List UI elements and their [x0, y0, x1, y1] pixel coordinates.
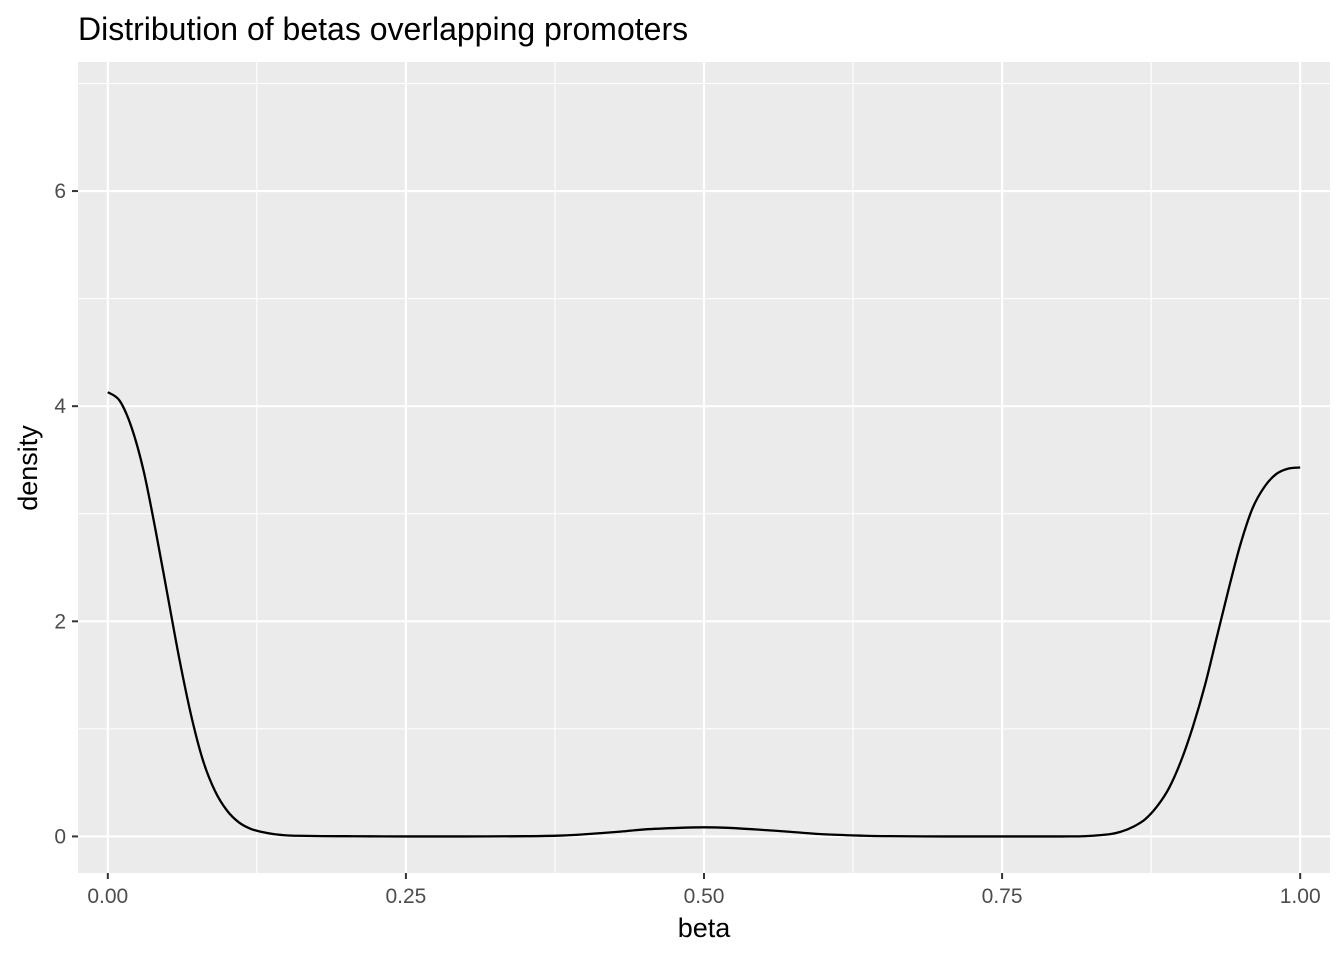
chart-title: Distribution of betas overlapping promot… [78, 11, 688, 47]
y-tick-label: 2 [54, 610, 66, 633]
x-axis-title: beta [678, 913, 732, 943]
x-tick-label: 0.25 [385, 885, 426, 908]
y-axis: 0 2 4 6 [54, 180, 78, 848]
x-tick-label: 0.75 [982, 885, 1023, 908]
x-tick-label: 0.00 [87, 885, 128, 908]
density-curve [107, 391, 1301, 838]
x-tick-label: 1.00 [1280, 885, 1321, 908]
y-axis-title: density [13, 425, 43, 511]
y-tick-label: 6 [54, 180, 66, 203]
x-tick-label: 0.50 [684, 885, 725, 908]
y-tick-label: 4 [54, 395, 66, 418]
x-axis: 0.00 0.25 0.50 0.75 1.00 [87, 873, 1321, 908]
y-tick-label: 0 [54, 825, 66, 848]
